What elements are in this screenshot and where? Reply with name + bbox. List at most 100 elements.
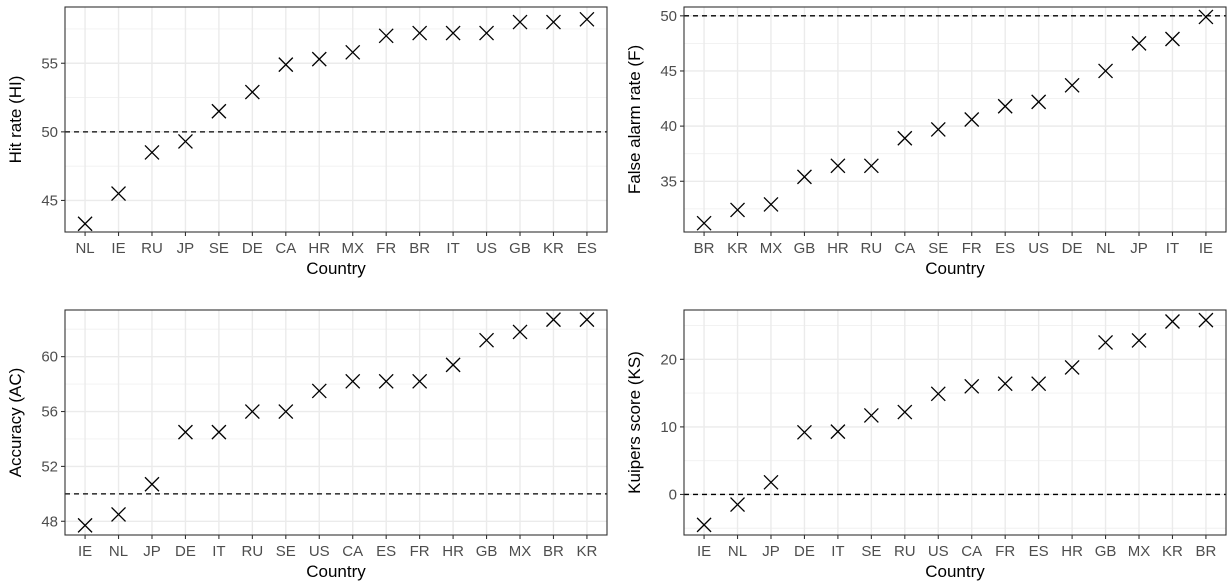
y-tick-label: 52 xyxy=(41,458,58,475)
data-point-HR xyxy=(445,357,461,373)
data-point-KR xyxy=(730,202,745,218)
data-point-ES xyxy=(378,373,394,389)
x-tick-label: GB xyxy=(476,543,498,560)
data-point-RU xyxy=(244,404,260,419)
x-tick-label: NL xyxy=(75,240,94,257)
x-axis-title: Country xyxy=(306,259,366,278)
data-point-US xyxy=(479,25,495,41)
data-point-FR xyxy=(412,373,428,389)
x-tick-label: JP xyxy=(143,543,161,560)
data-point-stroke xyxy=(177,133,193,149)
y-axis-title: False alarm rate (F) xyxy=(625,45,644,194)
data-point-stroke xyxy=(897,130,913,146)
x-tick-label: KR xyxy=(543,240,564,257)
data-point-ES xyxy=(579,11,595,27)
x-tick-label: CA xyxy=(275,240,296,257)
x-tick-label: GB xyxy=(509,240,531,257)
data-point-stroke xyxy=(964,112,980,127)
x-tick-label: NL xyxy=(109,543,128,560)
x-tick-label: BR xyxy=(543,543,564,560)
x-tick-label: KR xyxy=(1162,543,1183,560)
data-point-stroke xyxy=(1031,94,1047,110)
x-tick-label: BR xyxy=(409,240,430,257)
data-point-stroke xyxy=(1064,77,1080,93)
data-point-stroke xyxy=(378,28,394,44)
x-tick-label: MX xyxy=(760,240,783,257)
data-point-FR xyxy=(378,28,394,44)
x-tick-label: FR xyxy=(376,240,396,257)
data-point-IT xyxy=(445,25,461,41)
data-point-ES xyxy=(1031,376,1047,392)
x-axis-title: Country xyxy=(925,562,985,581)
data-point-BR xyxy=(546,312,561,328)
x-tick-label: US xyxy=(476,240,497,257)
data-point-stroke xyxy=(1031,376,1047,392)
data-point-stroke xyxy=(763,196,779,212)
data-point-IE xyxy=(77,517,93,533)
y-axis-title: Hit rate (HI) xyxy=(6,76,25,164)
x-tick-label: JP xyxy=(762,543,780,560)
data-point-MX xyxy=(763,196,779,212)
data-point-BR xyxy=(1198,312,1214,328)
x-tick-label: RU xyxy=(894,543,916,560)
data-point-stroke xyxy=(696,215,712,231)
data-point-SE xyxy=(278,404,294,419)
y-tick-label: 10 xyxy=(660,419,677,436)
y-tick-label: 48 xyxy=(41,513,58,530)
x-tick-label: US xyxy=(309,543,330,560)
y-tick-label: 50 xyxy=(660,8,677,25)
data-point-NL xyxy=(730,497,745,513)
panel-kuipers-score: 0 10 20 IE NL JP DE IT SE RU US CA FR ES HR GB MX KR BR Cou… xyxy=(625,309,1227,581)
data-point-CA xyxy=(278,57,294,73)
data-point-IE xyxy=(111,186,126,202)
plot-border xyxy=(64,6,608,233)
x-tick-label: ES xyxy=(577,240,597,257)
data-point-stroke xyxy=(111,506,126,522)
data-point-FR xyxy=(997,376,1013,392)
data-point-stroke xyxy=(579,11,595,27)
data-point-JP xyxy=(1131,35,1147,51)
data-point-SE xyxy=(930,121,946,137)
panel-hit-rate: 45 50 55 NL IE RU JP SE DE CA HR MX FR BR IT US GB KR ES Co… xyxy=(6,6,608,278)
x-tick-label: ES xyxy=(1029,543,1049,560)
data-point-IT xyxy=(211,424,227,440)
data-point-HR xyxy=(311,51,327,67)
data-point-FR xyxy=(964,112,980,127)
x-tick-label: FR xyxy=(410,543,430,560)
x-tick-label: FR xyxy=(962,240,982,257)
data-point-JP xyxy=(763,474,779,490)
data-point-stroke xyxy=(546,14,561,30)
y-tick-label: 55 xyxy=(41,55,58,72)
x-tick-label: BR xyxy=(694,240,715,257)
plot-border xyxy=(683,6,1227,233)
x-tick-label: CA xyxy=(961,543,982,560)
plot-border xyxy=(683,309,1227,536)
x-tick-label: CA xyxy=(894,240,915,257)
data-point-stroke xyxy=(1131,35,1147,51)
data-point-US xyxy=(311,383,327,399)
data-point-stroke xyxy=(796,169,812,185)
panel-false-alarm-rate: 35 40 45 50 BR KR MX GB HR RU CA SE FR ES US DE NL JP IT IE… xyxy=(625,6,1227,278)
data-point-KR xyxy=(1165,314,1180,329)
data-point-GB xyxy=(479,332,495,348)
x-tick-label: DE xyxy=(1062,240,1083,257)
data-point-SE xyxy=(863,407,879,423)
data-point-JP xyxy=(144,476,160,492)
x-tick-label: RU xyxy=(242,543,264,560)
plot-border xyxy=(64,309,608,536)
data-point-stroke xyxy=(997,98,1013,114)
x-tick-label: IE xyxy=(111,240,125,257)
data-point-HR xyxy=(830,158,846,174)
data-point-stroke xyxy=(512,14,528,30)
y-tick-label: 40 xyxy=(660,118,677,135)
data-point-BR xyxy=(696,215,712,231)
plot-background xyxy=(65,310,607,535)
x-tick-label: KR xyxy=(727,240,748,257)
data-point-DE xyxy=(1064,77,1080,93)
data-point-IE xyxy=(1198,9,1214,25)
data-point-HR xyxy=(1064,359,1080,375)
data-point-stroke xyxy=(897,404,913,420)
data-point-stroke xyxy=(345,373,361,389)
data-point-stroke xyxy=(144,476,160,492)
data-point-stroke xyxy=(546,312,561,328)
